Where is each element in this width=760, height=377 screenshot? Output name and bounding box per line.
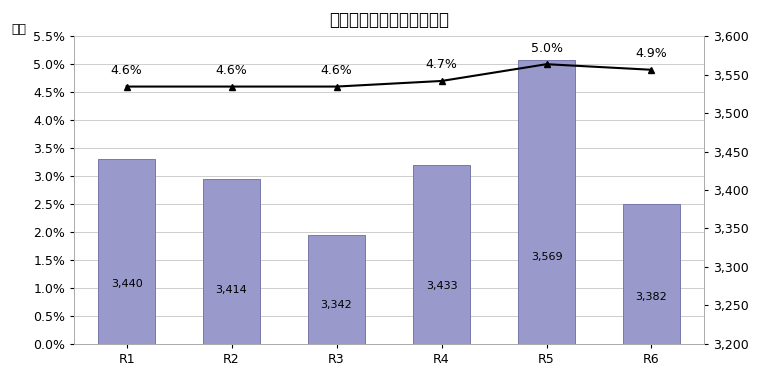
Bar xyxy=(622,204,680,344)
Text: 3,382: 3,382 xyxy=(635,292,667,302)
Text: 3,414: 3,414 xyxy=(216,285,248,295)
Text: 4.6%: 4.6% xyxy=(111,64,142,77)
Text: 5.0%: 5.0% xyxy=(530,42,562,55)
Text: 4.6%: 4.6% xyxy=(321,64,353,77)
Text: 4.6%: 4.6% xyxy=(216,64,248,77)
Bar xyxy=(413,165,470,344)
Text: 3,569: 3,569 xyxy=(530,251,562,262)
Text: 3,433: 3,433 xyxy=(426,281,458,291)
Text: 4.9%: 4.9% xyxy=(635,47,667,60)
Bar xyxy=(98,159,156,344)
Bar xyxy=(518,60,575,344)
Y-axis label: 比率: 比率 xyxy=(11,23,26,36)
Bar xyxy=(203,179,261,344)
Text: 3,440: 3,440 xyxy=(111,279,142,290)
Text: 4.7%: 4.7% xyxy=(426,58,458,72)
Text: 3,342: 3,342 xyxy=(321,300,353,311)
Bar xyxy=(308,234,366,344)
Title: 【アレルギー児童数推移】: 【アレルギー児童数推移】 xyxy=(329,11,449,29)
